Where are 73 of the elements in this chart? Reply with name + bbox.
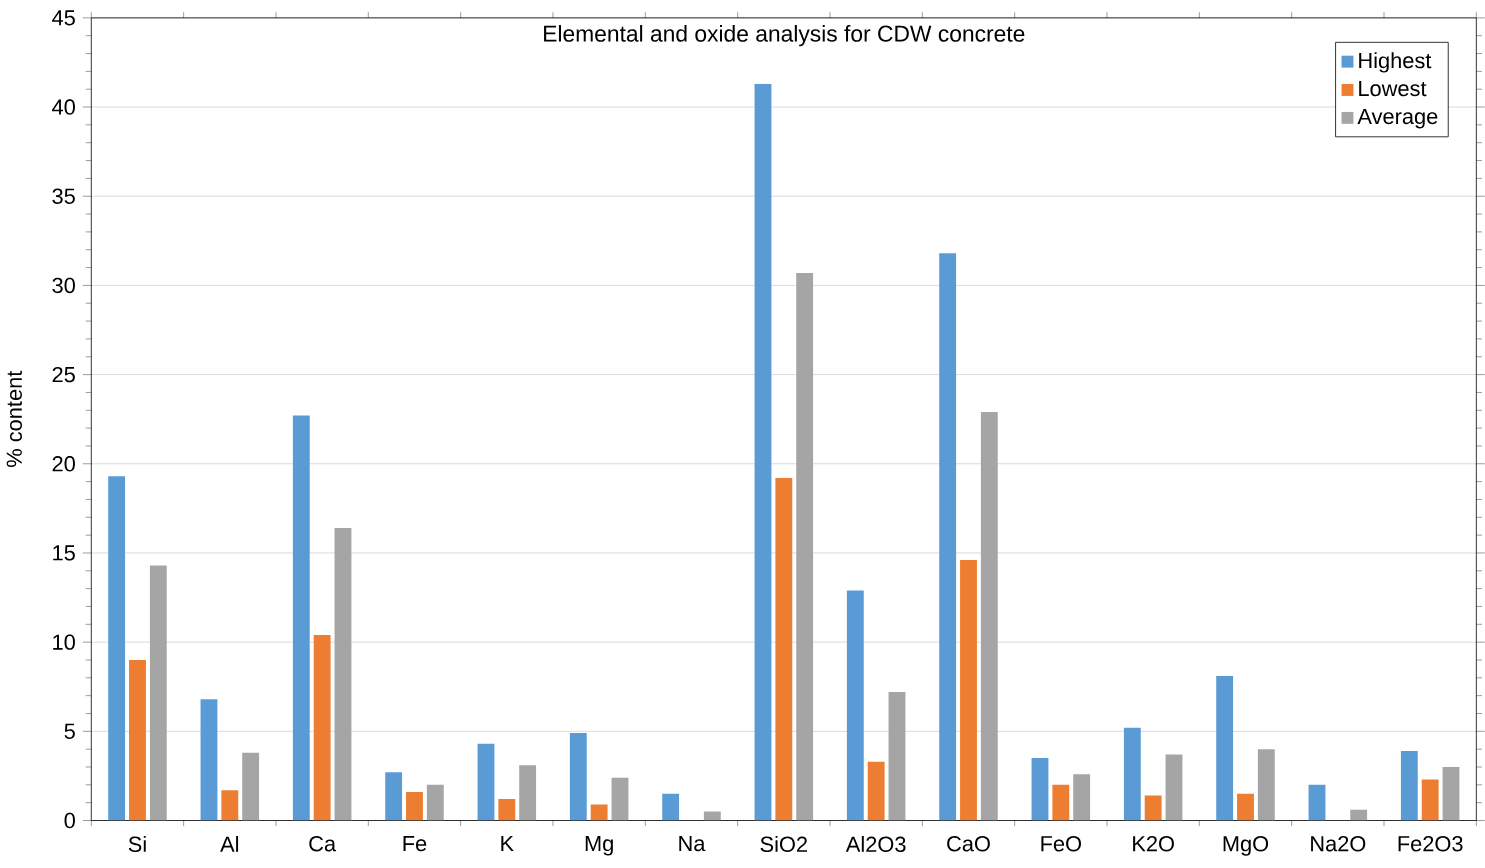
bar bbox=[292, 415, 310, 821]
bar bbox=[939, 253, 957, 821]
bar bbox=[960, 560, 977, 821]
x-tick-label: FeO bbox=[1041, 835, 1082, 852]
bar bbox=[846, 590, 864, 821]
x-tick-label: Na bbox=[679, 835, 706, 852]
chart-title: Elemental and oxide analysis for CDW concrete bbox=[544, 24, 1025, 47]
bar bbox=[477, 743, 495, 821]
bar bbox=[129, 659, 146, 821]
x-tick-label: K2O bbox=[1133, 835, 1174, 852]
y-tick-label: 40 bbox=[52, 99, 75, 115]
bar bbox=[1350, 809, 1368, 821]
y-tick-label: 45 bbox=[52, 10, 75, 26]
bar bbox=[1442, 766, 1460, 821]
bar bbox=[611, 777, 629, 821]
bar bbox=[1216, 675, 1234, 821]
y-tick-label: 30 bbox=[52, 277, 75, 294]
bar bbox=[313, 634, 331, 821]
bar bbox=[426, 784, 444, 821]
bar bbox=[662, 793, 680, 821]
y-tick-label: 25 bbox=[52, 366, 75, 383]
bar bbox=[1165, 754, 1183, 821]
bar bbox=[867, 761, 885, 821]
x-tick-label: CaO bbox=[947, 835, 990, 852]
y-tick-label: 15 bbox=[53, 545, 75, 561]
bar bbox=[149, 565, 167, 821]
legend-label: Lowest bbox=[1359, 80, 1427, 97]
bar bbox=[108, 476, 126, 821]
bar bbox=[519, 765, 537, 821]
bar bbox=[796, 272, 814, 821]
bar bbox=[590, 804, 608, 821]
x-tick-label: Fe bbox=[403, 835, 427, 852]
bar bbox=[406, 791, 423, 821]
bar bbox=[1421, 779, 1439, 821]
bar bbox=[1031, 758, 1049, 821]
x-tick-label: Fe2O3 bbox=[1398, 835, 1463, 852]
bar bbox=[569, 733, 587, 821]
bar bbox=[1144, 795, 1162, 821]
legend-label: Average bbox=[1357, 108, 1438, 129]
bar bbox=[1237, 793, 1254, 821]
x-tick-label: Ca bbox=[309, 835, 337, 852]
y-tick-label: 5 bbox=[64, 723, 75, 739]
bar bbox=[1123, 727, 1141, 821]
x-tick-label: Na2O bbox=[1311, 835, 1366, 852]
x-tick-label: Al bbox=[220, 835, 239, 852]
bar bbox=[221, 790, 239, 821]
x-tick-label: Si bbox=[128, 835, 146, 852]
x-tick-label: MgO bbox=[1223, 835, 1269, 856]
y-axis-title: % content bbox=[6, 370, 22, 467]
bar bbox=[1400, 750, 1418, 821]
y-tick-label: 35 bbox=[52, 188, 75, 204]
bar bbox=[385, 772, 403, 821]
bar bbox=[1257, 749, 1275, 821]
bar bbox=[888, 692, 906, 821]
y-tick-label: 20 bbox=[52, 456, 75, 472]
x-tick-label: SiO2 bbox=[760, 835, 807, 852]
bar bbox=[1052, 784, 1070, 821]
bar bbox=[703, 811, 721, 821]
x-tick-label: Mg bbox=[585, 835, 613, 856]
bar bbox=[242, 752, 260, 821]
y-tick-label: 10 bbox=[53, 634, 75, 650]
bar bbox=[334, 527, 352, 821]
y-tick-label: 0 bbox=[64, 812, 75, 829]
x-tick-label: Al2O3 bbox=[845, 835, 906, 852]
bar bbox=[775, 477, 793, 821]
bar bbox=[980, 411, 998, 821]
x-tick-label: K bbox=[501, 835, 514, 851]
bar bbox=[1308, 784, 1326, 821]
bar bbox=[498, 799, 516, 821]
bar bbox=[1073, 774, 1091, 821]
legend-label: Highest bbox=[1359, 52, 1432, 73]
bar bbox=[754, 83, 772, 821]
bar bbox=[200, 699, 218, 821]
